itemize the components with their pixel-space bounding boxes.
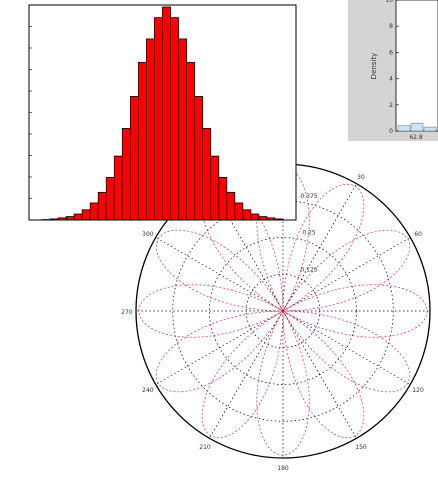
polar-radial-label: 0.25 xyxy=(302,230,316,237)
polar-radial-label: 0.375 xyxy=(300,193,317,200)
histogram-bar xyxy=(227,192,235,220)
histogram-bar xyxy=(138,62,146,220)
polar-spoke xyxy=(283,311,357,438)
histogram-bar xyxy=(74,214,82,220)
density-inset-ytick-label: 6 xyxy=(389,49,393,56)
histogram-bar xyxy=(163,7,171,220)
histogram-bar xyxy=(50,219,58,220)
polar-spoke xyxy=(210,311,284,438)
density-inset-chart: Density 0 2 4 6 8 10 62.8 xyxy=(348,0,438,141)
histogram-bar xyxy=(98,192,106,220)
polar-angle-label: 60 xyxy=(414,231,422,238)
density-inset-ytick-label: 8 xyxy=(389,23,393,30)
polar-curve xyxy=(283,311,410,392)
density-inset-plot-area xyxy=(396,0,438,131)
histogram-bar xyxy=(195,96,203,220)
histogram-bar xyxy=(114,156,122,220)
polar-angle-label: 150 xyxy=(355,444,367,451)
polar-spoke xyxy=(283,311,410,385)
density-inset-ytick-label: 0 xyxy=(389,128,393,135)
polar-angle-label: 270 xyxy=(121,309,133,316)
histogram-bar xyxy=(82,210,90,220)
polar-spoke xyxy=(156,238,283,312)
polar-curve xyxy=(202,311,283,438)
polar-curve xyxy=(156,230,283,311)
histogram-bar xyxy=(187,62,195,220)
polar-spoke xyxy=(283,238,410,312)
histogram-bar xyxy=(58,218,66,220)
histogram-bar xyxy=(259,217,267,220)
density-inset-ytick-label: 4 xyxy=(389,76,393,83)
density-inset-ytick-label: 2 xyxy=(389,102,393,109)
histogram-bar xyxy=(146,39,154,220)
density-inset-bar xyxy=(424,127,436,131)
histogram-bar xyxy=(106,177,114,220)
histogram-bar xyxy=(130,96,138,220)
polar-angle-label: 240 xyxy=(142,387,154,394)
polar-angle-label: 30 xyxy=(357,174,365,181)
polar-angle-label: 120 xyxy=(412,387,424,394)
density-inset-ylabel: Density xyxy=(370,53,378,80)
polar-angle-label: 300 xyxy=(142,231,154,238)
histogram-bar xyxy=(122,128,130,220)
histogram-bar xyxy=(275,219,283,220)
histogram-bar xyxy=(171,18,179,220)
polar-radial-label: 0.125 xyxy=(300,266,317,273)
polar-angle-label: 180 xyxy=(277,465,289,472)
histogram-bar xyxy=(90,203,98,220)
histogram-bar xyxy=(243,210,251,220)
density-inset-bar xyxy=(398,126,410,131)
density-inset-xtick: 62.8 xyxy=(409,134,423,141)
histogram-bar xyxy=(235,203,243,220)
polar-spoke xyxy=(156,311,283,385)
histogram-bar xyxy=(267,218,275,220)
density-inset-bar xyxy=(411,123,423,131)
histogram-bar xyxy=(211,156,219,220)
histogram-bar xyxy=(154,18,162,220)
histogram-bar xyxy=(203,128,211,220)
polar-angle-label: 210 xyxy=(199,444,211,451)
histogram-bar xyxy=(179,39,187,220)
histogram-bar xyxy=(219,177,227,220)
histogram-chart xyxy=(29,5,296,220)
density-inset-ytick-label: 10 xyxy=(385,0,393,4)
